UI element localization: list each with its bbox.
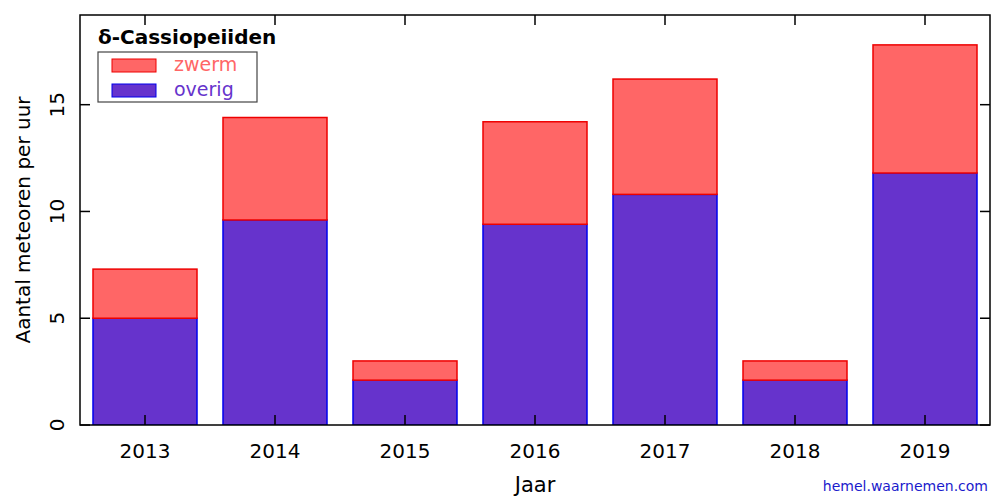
legend-label: zwerm [174, 53, 237, 75]
legend-label: overig [174, 78, 234, 100]
bar [223, 220, 327, 425]
x-tick-label: 2015 [380, 439, 431, 463]
y-tick [80, 104, 90, 106]
bar [483, 224, 587, 425]
x-tick-label: 2016 [510, 439, 561, 463]
x-tick [664, 15, 666, 25]
bar [483, 122, 587, 225]
bar [743, 380, 847, 425]
x-tick [144, 15, 146, 25]
y-axis-label: Aantal meteoren per uur [11, 96, 35, 344]
x-tick-label: 2018 [770, 439, 821, 463]
chart: 2013 2014 2015 2016 2017 2018 2019 0 5 10 15 Jaar Aa… [0, 0, 1000, 500]
y-tick-label: 0 [45, 419, 69, 432]
x-tick [664, 415, 666, 425]
x-tick-label: 2013 [120, 439, 171, 463]
title: δ-Cassiopeiiden [98, 25, 276, 49]
y-tick [80, 211, 90, 213]
bar [93, 269, 197, 318]
bar [743, 361, 847, 380]
bar [93, 318, 197, 425]
bar [353, 361, 457, 380]
frame [80, 15, 990, 425]
y-tick [980, 424, 990, 426]
x-tick-label: 2019 [900, 439, 951, 463]
bar [353, 380, 457, 425]
bar [873, 173, 977, 425]
x-tick [534, 15, 536, 25]
x-tick [274, 15, 276, 25]
x-tick [924, 15, 926, 25]
y-tick [980, 317, 990, 319]
y-tick [980, 211, 990, 213]
bar [873, 45, 977, 173]
x-tick [794, 415, 796, 425]
x-tick [144, 415, 146, 425]
x-axis-label: Jaar [513, 473, 556, 497]
legend-swatch [112, 84, 156, 97]
x-tick [924, 415, 926, 425]
x-tick [274, 415, 276, 425]
legend-swatch [112, 59, 156, 72]
credit: hemel.waarnemen.com [823, 478, 988, 494]
y-tick-label: 5 [45, 312, 69, 325]
x-tick [404, 415, 406, 425]
x-tick [794, 15, 796, 25]
x-tick-label: 2014 [250, 439, 301, 463]
bar [613, 79, 717, 194]
bars [93, 45, 977, 425]
y-tick-label: 10 [45, 199, 69, 224]
x-tick-label: 2017 [640, 439, 691, 463]
y-tick [80, 424, 90, 426]
legend: zwerm overig [98, 52, 257, 102]
x-tick [534, 415, 536, 425]
legend-box [98, 52, 257, 102]
bar [613, 194, 717, 425]
bar [223, 118, 327, 221]
y-tick-label: 15 [45, 92, 69, 117]
y-tick [80, 317, 90, 319]
x-tick [404, 15, 406, 25]
y-tick [980, 104, 990, 106]
